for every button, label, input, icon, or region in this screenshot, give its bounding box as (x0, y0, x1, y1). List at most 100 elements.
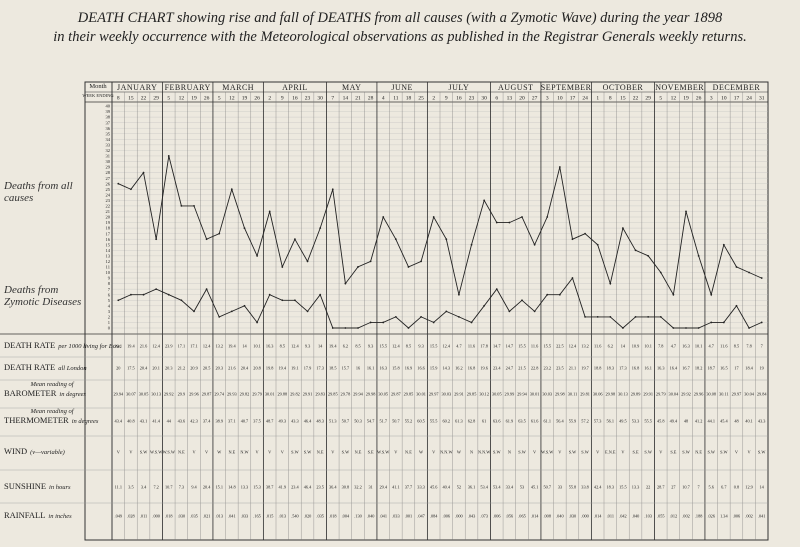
x-tick-label: 23 (305, 96, 311, 102)
cell: 48.3 (316, 419, 324, 424)
x-tick-label: 24 (582, 96, 588, 102)
cell: 16.3 (379, 366, 387, 371)
x-tick-label: 19 (683, 96, 689, 102)
cell: 18.5 (329, 366, 337, 371)
x-tick-label: 22 (141, 96, 147, 102)
month-label: SEPTEMBER (541, 83, 592, 92)
cell: 17.1 (178, 344, 186, 349)
cell: 33.8 (581, 485, 589, 490)
month-label: JANUARY (117, 83, 157, 92)
y-tick-label: 5 (108, 298, 111, 303)
cell: 16.3 (266, 344, 274, 349)
cell: 29.82 (290, 392, 300, 397)
cell: 13.3 (632, 485, 640, 490)
cell: S.W (291, 450, 299, 455)
cell: 22.8 (531, 366, 539, 371)
point (130, 293, 132, 296)
x-tick-label: 16 (292, 96, 298, 102)
point (584, 232, 586, 235)
cell: .030 (569, 514, 577, 519)
cell: 9.3 (305, 344, 310, 349)
point (117, 299, 120, 302)
cell: 19.4 (279, 366, 287, 371)
cell: 29.92 (164, 392, 174, 397)
cell: 30.01 (530, 392, 540, 397)
point (281, 266, 284, 268)
cell: 18.3 (607, 485, 615, 490)
cell: 12.4 (291, 344, 299, 349)
cell: .006 (733, 514, 741, 519)
cell: W (457, 450, 462, 455)
x-tick-label: 30 (317, 96, 323, 102)
cell: W.S.W (541, 450, 554, 455)
x-tick-label: 18 (406, 96, 412, 102)
y-tick-label: 12 (106, 259, 111, 264)
point (647, 254, 650, 257)
cell: 4.7 (671, 344, 677, 349)
cell: 20.1 (115, 344, 123, 349)
point (218, 232, 221, 235)
month-label: MAY (342, 83, 361, 92)
point (735, 266, 738, 268)
cell: 37.7 (405, 485, 413, 490)
y-tick-label: 17 (106, 231, 111, 236)
cell: 30.11 (568, 392, 578, 397)
cell: 60.5 (417, 419, 425, 424)
y-tick-label: 2 (108, 315, 110, 320)
cell: 29.74 (214, 392, 225, 397)
chart-subtitle: in their weekly occurrence with the Mete… (53, 29, 746, 45)
cell: 20.9 (190, 366, 198, 371)
cell: .000 (581, 514, 589, 519)
cell: 24.7 (506, 366, 514, 371)
cell: 12.4 (569, 344, 577, 349)
cell: 16.9 (405, 366, 413, 371)
cell: 23.4 (291, 485, 299, 490)
cell: 29.85 (404, 392, 414, 397)
cell: 14.3 (443, 366, 451, 371)
cell: .055 (657, 514, 665, 519)
cell: 10.9 (632, 344, 640, 349)
x-tick-label: 26 (204, 96, 210, 102)
point (458, 316, 460, 318)
x-tick-label: 31 (759, 96, 765, 102)
cell: 14.7 (493, 344, 501, 349)
point (294, 238, 296, 241)
cell: V (596, 450, 600, 455)
cell: 21.2 (178, 366, 186, 371)
cell: V (268, 450, 272, 455)
x-tick-label: 17 (734, 96, 740, 102)
cell: 12.4 (203, 344, 211, 349)
cell: 53.3 (632, 419, 640, 424)
cell: 1.34 (720, 514, 728, 519)
cell: 43.3 (758, 419, 766, 424)
cell: 18.8 (594, 366, 602, 371)
cell: S.W (569, 450, 577, 455)
point (672, 327, 675, 329)
x-tick-label: 5 (218, 96, 221, 102)
cell: 17.3 (316, 366, 324, 371)
cell: .035 (190, 514, 198, 519)
row-label-main: DEATH RATE (4, 362, 55, 372)
point (760, 321, 763, 324)
cell: .008 (543, 514, 551, 519)
cell: V (659, 450, 663, 455)
cell: 42.3 (190, 419, 198, 424)
week-header: WEEK ENDING (82, 93, 114, 98)
cell: 30.08 (706, 392, 716, 397)
cell: 45.4 (720, 419, 728, 424)
x-tick-label: 19 (191, 96, 197, 102)
row-label-main: WIND (4, 446, 27, 456)
cell: 55.9 (569, 419, 577, 424)
cell: 5.6 (709, 485, 715, 490)
cell: 7.8 (746, 344, 751, 349)
cell: 11.6 (720, 344, 728, 349)
cell: V (331, 450, 335, 455)
y-tick-label: 21 (106, 209, 111, 214)
row-label: DEATH RATE per 1000 living for Bow. (4, 340, 122, 350)
point (659, 316, 662, 318)
point (659, 271, 662, 274)
cell: 61.3 (455, 419, 463, 424)
point (180, 299, 183, 302)
cell: 20 (116, 366, 120, 371)
cell: W (419, 450, 424, 455)
